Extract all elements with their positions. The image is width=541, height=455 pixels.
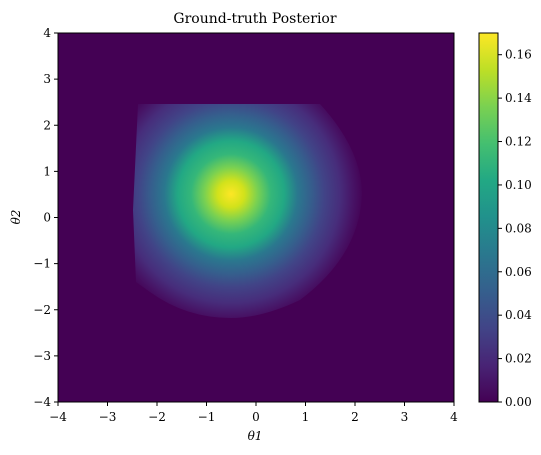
x-tick-label: 1 bbox=[302, 410, 310, 424]
y-tick-label: 1 bbox=[43, 164, 51, 178]
colorbar-gradient bbox=[479, 33, 498, 402]
y-tick-label: 0 bbox=[43, 211, 51, 225]
x-tick-label: 0 bbox=[252, 410, 260, 424]
colorbar-tick-label: 0.00 bbox=[505, 395, 532, 409]
x-tick-label: −2 bbox=[148, 410, 166, 424]
colorbar-tick-label: 0.10 bbox=[505, 178, 532, 192]
colorbar-frame bbox=[478, 32, 499, 403]
x-axis-label: θ1 bbox=[248, 429, 263, 443]
y-tick-label: −1 bbox=[33, 257, 51, 271]
x-axis-ticks: −4 −3 −2 −1 0 1 2 3 4 bbox=[49, 402, 458, 424]
y-tick-label: 2 bbox=[43, 118, 51, 132]
colorbar-tick-label: 0.06 bbox=[505, 265, 532, 279]
y-axis-label: θ2 bbox=[9, 210, 23, 225]
y-tick-label: 3 bbox=[43, 72, 51, 86]
colorbar: 0.00 0.02 0.04 0.06 0.08 0.10 0.12 0.14 0.16 bbox=[478, 32, 532, 409]
y-tick-label: −3 bbox=[33, 349, 51, 363]
colorbar-tick-label: 0.14 bbox=[505, 91, 532, 105]
y-tick-label: −2 bbox=[33, 303, 51, 317]
x-tick-label: −4 bbox=[49, 410, 67, 424]
colorbar-ticks: 0.00 0.02 0.04 0.06 0.08 0.10 0.12 0.14 0.16 bbox=[498, 48, 532, 409]
x-tick-label: 2 bbox=[351, 410, 359, 424]
x-tick-label: 4 bbox=[450, 410, 458, 424]
colorbar-tick-label: 0.08 bbox=[505, 221, 532, 235]
colorbar-tick-label: 0.04 bbox=[505, 308, 532, 322]
chart-title: Ground-truth Posterior bbox=[173, 11, 336, 27]
colorbar-tick-label: 0.16 bbox=[505, 48, 532, 62]
colorbar-tick-label: 0.02 bbox=[505, 352, 532, 366]
x-tick-label: 3 bbox=[401, 410, 409, 424]
y-axis-ticks: −4 −3 −2 −1 0 1 2 3 4 bbox=[33, 26, 58, 409]
x-tick-label: −1 bbox=[198, 410, 216, 424]
plot-area bbox=[57, 32, 455, 403]
colorbar-tick-label: 0.12 bbox=[505, 135, 532, 149]
x-tick-label: −3 bbox=[99, 410, 117, 424]
y-tick-label: −4 bbox=[33, 395, 51, 409]
y-tick-label: 4 bbox=[43, 26, 51, 40]
